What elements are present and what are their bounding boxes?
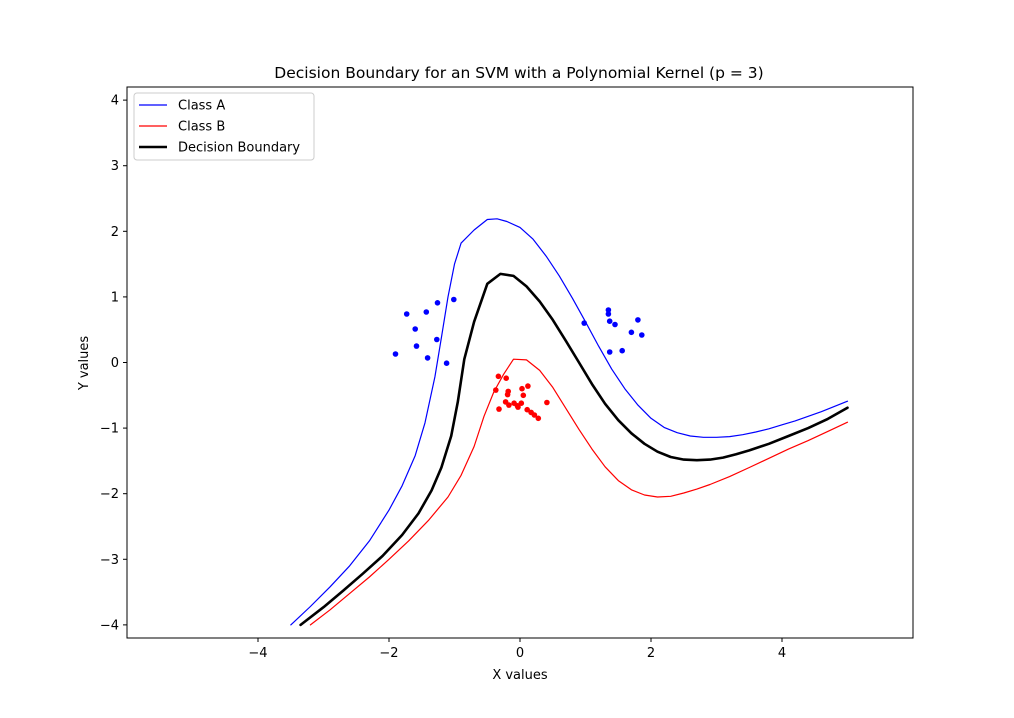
x-tick-label: −2 — [379, 646, 398, 661]
axis-ticks: −4 −2 0 2 4 −4 −3 −2 −1 0 1 2 3 4 — [100, 94, 786, 661]
y-tick-label: 0 — [111, 356, 119, 371]
scatter-point-class-a — [639, 332, 645, 338]
scatter-point-class-a — [423, 309, 430, 315]
scatter-point-class-a — [413, 343, 420, 349]
chart-title: Decision Boundary for an SVM with a Poly… — [274, 64, 763, 82]
legend-label-decision-boundary: Decision Boundary — [178, 141, 300, 156]
scatter-point-class-a — [605, 307, 612, 313]
y-tick-label: −2 — [100, 487, 119, 502]
scatter-point-class-b — [518, 400, 525, 407]
scatter-point-class-b — [515, 404, 521, 410]
y-tick-label: 2 — [111, 225, 119, 240]
scatter-point-class-a — [628, 329, 635, 336]
scatter-point-class-a — [451, 296, 457, 303]
scatter-point-class-a — [434, 300, 441, 306]
scatter-point-class-a — [606, 349, 613, 355]
y-tick-label: 4 — [111, 94, 119, 109]
scatter-point-class-b — [519, 385, 525, 392]
plot-frame — [126, 86, 914, 639]
scatter-point-class-b — [503, 375, 510, 382]
y-tick-label: −4 — [100, 618, 119, 633]
scatter-point-class-a — [619, 347, 625, 354]
scatter-point-class-b — [493, 387, 499, 393]
series-line-class-a — [290, 218, 849, 626]
scatter-point-class-a — [434, 336, 440, 343]
x-tick-label: 4 — [778, 646, 786, 661]
y-tick-label: 3 — [111, 159, 119, 174]
scatter-point-class-b — [496, 406, 502, 412]
legend-label-class-a: Class A — [178, 99, 225, 114]
scatter-point-class-b — [525, 383, 531, 389]
plot-area — [290, 218, 849, 627]
x-tick-label: 2 — [647, 646, 655, 661]
scatter-point-class-b — [520, 392, 527, 399]
scatter-point-class-a — [424, 355, 431, 361]
y-tick-label: −1 — [100, 422, 119, 437]
scatter-point-class-b — [535, 415, 542, 422]
scatter-point-class-b — [504, 391, 511, 398]
x-tick-label: 0 — [516, 646, 524, 661]
scatter-point-class-b — [506, 402, 512, 408]
scatter-point-class-a — [443, 360, 450, 367]
y-tick-label: 1 — [111, 290, 119, 305]
scatter-point-class-a — [403, 311, 410, 317]
scatter-point-class-b — [531, 412, 538, 418]
scatter-point-class-a — [412, 326, 419, 332]
scatter-point-class-a — [605, 311, 612, 317]
scatter-point-class-b — [495, 373, 502, 380]
scatter-point-class-a — [581, 320, 587, 326]
legend-box — [133, 92, 315, 161]
scatter-point-class-a — [612, 321, 618, 328]
series-line-class-b — [309, 358, 849, 626]
y-axis-label: Y values — [77, 336, 92, 392]
y-tick-label: −3 — [100, 553, 119, 568]
scatter-point-class-a — [635, 317, 641, 323]
x-tick-label: −4 — [248, 646, 267, 661]
scatter-point-class-b — [544, 399, 550, 406]
legend: Class A Class B Decision Boundary — [133, 92, 315, 161]
scatter-point-class-b — [524, 406, 530, 413]
legend-label-class-b: Class B — [178, 120, 225, 135]
series-line-decision-boundary — [299, 272, 849, 627]
scatter-point-class-a — [392, 351, 399, 357]
x-axis-label: X values — [492, 668, 548, 683]
scatter-point-class-a — [606, 318, 613, 325]
